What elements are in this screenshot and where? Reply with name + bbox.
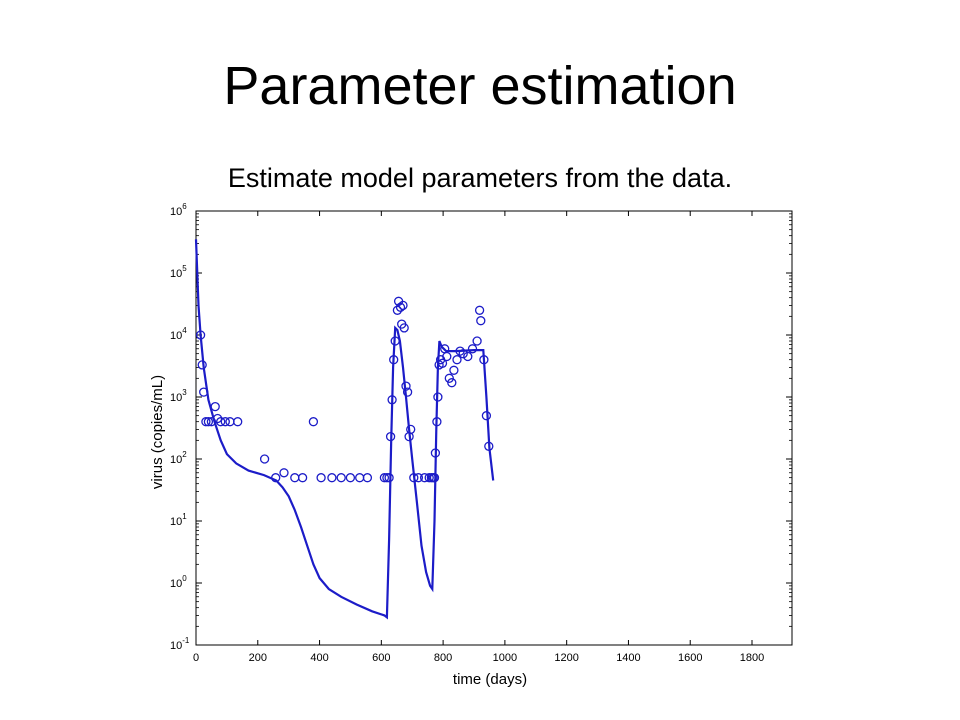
data-point <box>233 417 243 427</box>
y-tick-label: 104 <box>170 326 187 342</box>
data-point <box>225 417 235 427</box>
data-point <box>458 349 468 359</box>
y-tick-label: 106 <box>170 202 187 218</box>
x-tick-label: 600 <box>372 652 390 664</box>
x-axis-title: time (days) <box>453 671 527 688</box>
model-fit-line <box>194 239 495 620</box>
y-tick-label: 10-1 <box>170 636 190 652</box>
data-point <box>395 302 406 312</box>
data-point <box>406 424 416 435</box>
x-tick-label: 400 <box>310 652 328 664</box>
data-point <box>437 358 448 368</box>
data-point <box>413 473 424 483</box>
data-point <box>392 305 403 315</box>
data-point <box>467 344 478 354</box>
data-point <box>432 417 442 427</box>
data-point <box>220 417 230 427</box>
data-point <box>203 417 214 427</box>
data-point <box>212 413 223 424</box>
data-point <box>479 355 489 365</box>
y-tick-label: 101 <box>170 512 187 528</box>
x-tick-label: 1800 <box>740 652 764 664</box>
data-point <box>409 473 419 483</box>
x-tick-label: 1200 <box>554 652 578 664</box>
x-tick-label: 1000 <box>493 652 517 664</box>
x-tick-label: 800 <box>434 652 452 664</box>
slide-title: Parameter estimation <box>223 56 737 116</box>
data-point <box>452 355 462 365</box>
data-point <box>390 336 400 346</box>
data-point <box>398 300 408 311</box>
data-point <box>433 392 443 402</box>
data-point <box>387 395 397 405</box>
data-point <box>402 387 413 397</box>
data-point <box>442 351 452 362</box>
data-point <box>447 378 457 388</box>
data-point <box>399 323 409 333</box>
observed-data-markers <box>195 296 494 483</box>
data-point <box>429 473 440 483</box>
data-point <box>455 346 465 356</box>
y-tick-label: 103 <box>170 388 187 404</box>
x-tick-label: 1400 <box>616 652 640 664</box>
y-tick-label: 102 <box>170 450 187 466</box>
data-point <box>385 431 396 442</box>
data-point <box>210 401 220 412</box>
data-point <box>259 454 270 464</box>
data-point <box>384 473 394 483</box>
axis-ticks <box>195 210 792 646</box>
data-point <box>481 411 492 421</box>
x-tick-label: 200 <box>249 652 267 664</box>
x-tick-labels: 0 200 400 600 800 1000 1200 1400 1600 1800 <box>193 652 764 664</box>
data-point <box>195 330 206 340</box>
data-point <box>472 336 482 346</box>
data-point <box>308 417 319 427</box>
x-tick-label: 0 <box>193 652 199 664</box>
x-tick-label: 1600 <box>678 652 702 664</box>
data-point <box>216 417 226 427</box>
data-point <box>199 387 209 397</box>
data-point <box>379 473 390 483</box>
data-point <box>336 473 346 483</box>
data-point <box>271 473 281 483</box>
data-point <box>345 473 356 483</box>
data-point <box>430 448 441 458</box>
data-point <box>484 441 494 451</box>
data-point <box>279 468 289 478</box>
y-tick-label: 105 <box>170 264 187 280</box>
data-point <box>355 473 365 483</box>
y-tick-labels: 10-1 100 101 102 103 104 105 106 <box>170 202 190 652</box>
data-point <box>316 473 326 483</box>
data-point <box>362 473 373 483</box>
slide-subtitle: Estimate model parameters from the data. <box>227 163 733 193</box>
data-point <box>297 473 308 483</box>
y-tick-label: 100 <box>170 574 187 590</box>
data-point <box>476 316 486 326</box>
data-point <box>449 365 459 375</box>
data-point <box>197 360 207 370</box>
data-point <box>401 381 411 391</box>
data-point <box>201 417 211 427</box>
plot-frame <box>195 210 793 646</box>
y-axis-title: virus (copies/mL) <box>149 375 166 489</box>
data-point <box>290 473 300 483</box>
data-point <box>327 473 337 483</box>
data-point <box>463 351 473 362</box>
data-point <box>474 305 485 315</box>
data-point <box>389 355 399 365</box>
